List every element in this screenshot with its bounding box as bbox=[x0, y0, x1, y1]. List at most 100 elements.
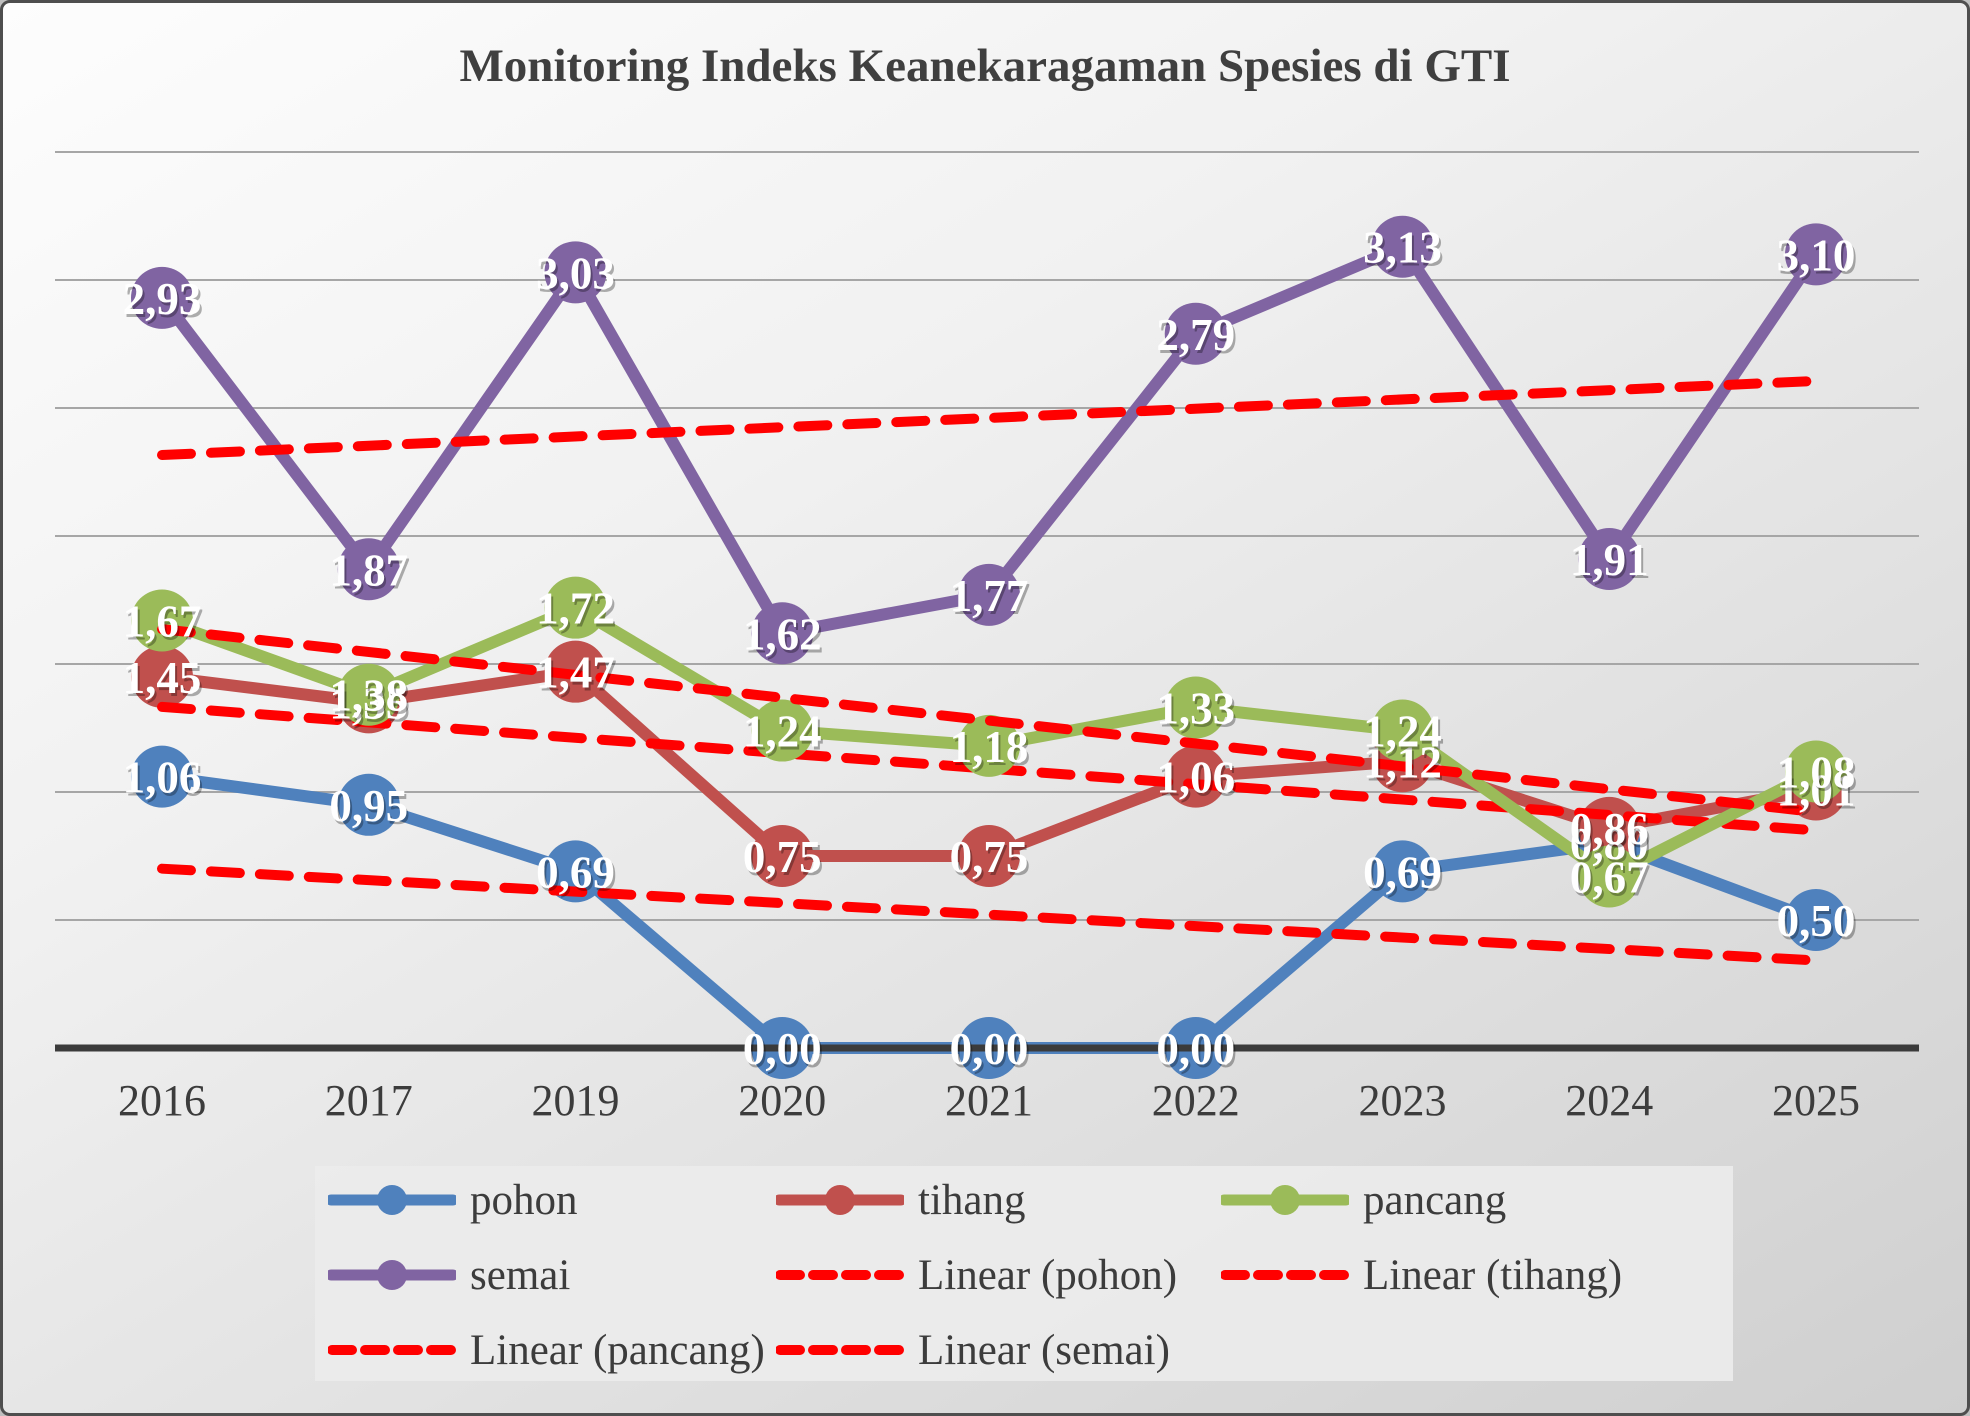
data-label-shadow: 1,62 bbox=[745, 612, 824, 662]
x-tick-label: 2022 bbox=[1152, 1076, 1240, 1125]
marker-pancang bbox=[958, 714, 1020, 777]
legend-label: tihang bbox=[918, 1176, 1026, 1224]
data-label-tihang: 0,86 bbox=[1570, 804, 1649, 854]
x-tick-label: 2020 bbox=[738, 1076, 826, 1125]
data-label-semai: 3,13 bbox=[1363, 223, 1442, 273]
trendline-semai bbox=[157, 375, 1821, 460]
marker-semai bbox=[131, 266, 193, 329]
marker-pancang bbox=[751, 699, 814, 762]
marker-semai bbox=[1164, 302, 1227, 365]
x-tick-label: 2021 bbox=[945, 1076, 1033, 1125]
data-label-shadow: 1,72 bbox=[538, 587, 617, 637]
data-label-pancang: 1,33 bbox=[1156, 684, 1235, 734]
legend-label: pancang bbox=[1363, 1176, 1507, 1224]
marker-pohon bbox=[1785, 889, 1847, 951]
data-label-shadow: 0,69 bbox=[538, 850, 617, 900]
legend-label: Linear (pohon) bbox=[918, 1251, 1178, 1299]
x-tick-label: 2024 bbox=[1565, 1076, 1653, 1125]
data-label-shadow: 0,86 bbox=[1572, 807, 1651, 857]
chart-title: Monitoring Indeks Keanekaragaman Spesies… bbox=[459, 40, 1511, 92]
data-label-shadow: 1,12 bbox=[1365, 740, 1444, 790]
data-label-shadow: 2,93 bbox=[125, 277, 204, 327]
legend-item-tihang: tihang bbox=[776, 1176, 1025, 1224]
data-label-shadow: 1,77 bbox=[952, 574, 1031, 624]
legend-line-swatch bbox=[328, 1185, 456, 1215]
legend-item-linear-semai: Linear (semai) bbox=[776, 1326, 1170, 1374]
data-label-shadow: 0,00 bbox=[745, 1027, 824, 1077]
data-label-pohon: 0,69 bbox=[1363, 847, 1442, 897]
data-label-shadow: 1,67 bbox=[125, 599, 204, 649]
data-label-shadow: 1,08 bbox=[1779, 751, 1858, 801]
data-label-pancang: 1,24 bbox=[1363, 707, 1442, 757]
legend-dash-swatch bbox=[776, 1345, 904, 1355]
data-label-shadow: 1,91 bbox=[1572, 538, 1651, 588]
data-label-shadow: 0,50 bbox=[1779, 899, 1858, 949]
data-label-semai: 3,10 bbox=[1777, 230, 1856, 280]
legend-label: Linear (semai) bbox=[918, 1326, 1170, 1374]
data-label-pohon: 0,80 bbox=[1570, 819, 1649, 869]
marker-pohon bbox=[1371, 840, 1434, 903]
data-label-tihang: 1,35 bbox=[329, 678, 408, 728]
data-label-pohon: 0,95 bbox=[329, 781, 408, 831]
legend-item-linear-tihang: Linear (tihang) bbox=[1221, 1251, 1622, 1299]
legend-item-pancang: pancang bbox=[1221, 1176, 1506, 1224]
legend-item-linear-pohon: Linear (pohon) bbox=[776, 1251, 1177, 1299]
data-label-pancang: 1,18 bbox=[950, 722, 1029, 772]
marker-tihang bbox=[958, 825, 1020, 887]
data-label-shadow: 1,47 bbox=[538, 651, 617, 701]
legend-label: Linear (tihang) bbox=[1363, 1251, 1623, 1299]
data-label-pancang: 1,24 bbox=[743, 707, 822, 757]
legend: pohon tihang pancang semai Linear (pohon) Lin… bbox=[315, 1166, 1733, 1381]
data-label-tihang: 1,01 bbox=[1777, 765, 1856, 815]
data-label-pancang: 1,67 bbox=[123, 596, 202, 646]
data-label-semai: 1,87 bbox=[329, 545, 408, 595]
data-label-tihang: 1,45 bbox=[123, 653, 202, 703]
marker-tihang bbox=[1164, 745, 1227, 808]
legend-item-linear-pancang: Linear (pancang) bbox=[328, 1326, 765, 1374]
data-label-pohon: 0,00 bbox=[950, 1024, 1029, 1074]
marker-semai bbox=[544, 241, 607, 304]
data-label-semai: 2,93 bbox=[123, 274, 202, 324]
data-label-semai: 1,62 bbox=[743, 609, 822, 659]
data-label-shadow: 0,75 bbox=[745, 835, 824, 885]
data-label-shadow: 1,01 bbox=[1779, 768, 1858, 818]
marker-semai bbox=[1785, 223, 1847, 286]
data-label-shadow: 2,79 bbox=[1158, 313, 1237, 363]
data-label-semai: 1,91 bbox=[1570, 535, 1649, 585]
data-label-shadow: 1,24 bbox=[745, 710, 824, 760]
data-label-shadow: 3,03 bbox=[538, 251, 617, 301]
marker-pancang bbox=[1371, 699, 1434, 762]
marker-pancang bbox=[1164, 676, 1227, 739]
legend-line-swatch bbox=[1221, 1185, 1349, 1215]
plot-area: 1,061,060,950,950,690,690,000,00 0,000,00… bbox=[55, 151, 1919, 1125]
data-label-shadow: 1,24 bbox=[1365, 710, 1444, 760]
legend-item-semai: semai bbox=[328, 1251, 570, 1299]
data-label-shadow: 1,18 bbox=[952, 725, 1031, 775]
marker-semai bbox=[1578, 528, 1641, 591]
data-label-shadow: 0,75 bbox=[952, 835, 1031, 885]
marker-semai bbox=[1371, 215, 1434, 278]
marker-semai bbox=[751, 602, 814, 665]
data-label-shadow: 1,38 bbox=[331, 674, 410, 724]
data-label-pohon: 0,69 bbox=[536, 847, 615, 897]
data-label-tihang: 0,75 bbox=[743, 832, 822, 882]
x-tick-label: 2023 bbox=[1359, 1076, 1447, 1125]
legend-label: semai bbox=[470, 1251, 571, 1299]
data-label-shadow: 0,00 bbox=[1158, 1027, 1237, 1077]
marker-semai bbox=[958, 563, 1020, 626]
marker-pohon bbox=[337, 773, 400, 836]
marker-tihang bbox=[131, 645, 193, 708]
legend-line-swatch bbox=[328, 1260, 456, 1290]
x-tick-label: 2016 bbox=[118, 1076, 206, 1125]
data-label-shadow: 0,00 bbox=[952, 1027, 1031, 1077]
marker-semai bbox=[337, 538, 400, 601]
data-label-shadow: 3,13 bbox=[1365, 226, 1444, 276]
data-label-shadow: 0,80 bbox=[1572, 822, 1651, 872]
data-label-pohon: 0,50 bbox=[1777, 896, 1856, 946]
x-tick-label: 2025 bbox=[1772, 1076, 1860, 1125]
legend-dash-swatch bbox=[776, 1270, 904, 1280]
data-label-pohon: 0,00 bbox=[1156, 1024, 1235, 1074]
data-label-shadow: 3,10 bbox=[1779, 233, 1858, 283]
data-label-tihang: 1,06 bbox=[1156, 753, 1235, 803]
data-label-pancang: 1,38 bbox=[329, 671, 408, 721]
